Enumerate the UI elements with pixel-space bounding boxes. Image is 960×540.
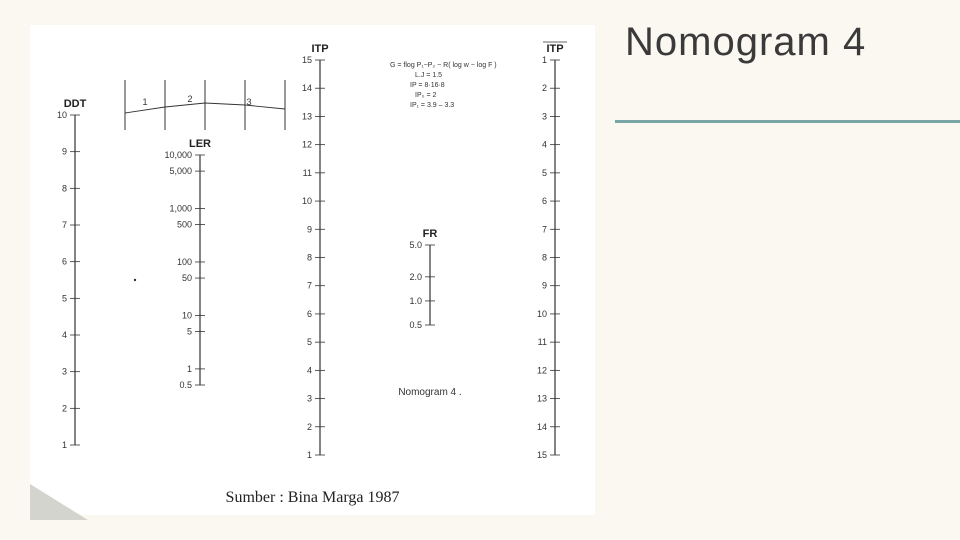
- svg-text:8: 8: [542, 253, 547, 263]
- svg-text:G = flog P₁−P₂ − R( log w − lo: G = flog P₁−P₂ − R( log w − log F ): [390, 62, 497, 69]
- svg-text:4: 4: [307, 365, 312, 375]
- svg-text:0.5: 0.5: [179, 380, 192, 390]
- svg-text:50: 50: [182, 273, 192, 283]
- svg-text:5: 5: [62, 293, 67, 303]
- svg-text:14: 14: [537, 422, 547, 432]
- svg-text:6: 6: [307, 309, 312, 319]
- svg-text:5.0: 5.0: [409, 240, 422, 250]
- svg-text:1: 1: [307, 450, 312, 460]
- svg-text:IP = 8·16·8: IP = 8·16·8: [410, 82, 445, 89]
- svg-text:LER: LER: [189, 138, 211, 150]
- svg-text:2: 2: [187, 94, 192, 104]
- svg-text:500: 500: [177, 220, 192, 230]
- svg-text:DDT: DDT: [64, 98, 87, 110]
- svg-text:15: 15: [537, 450, 547, 460]
- svg-text:12: 12: [302, 140, 312, 150]
- svg-text:9: 9: [542, 281, 547, 291]
- svg-text:Nomogram 4 .: Nomogram 4 .: [398, 387, 461, 398]
- svg-text:1,000: 1,000: [169, 203, 192, 213]
- nomogram-figure: DDT10987654321LER10,0005,0001,0005001005…: [30, 25, 595, 515]
- svg-text:14: 14: [302, 83, 312, 93]
- svg-text:3: 3: [542, 111, 547, 121]
- svg-text:7: 7: [542, 224, 547, 234]
- svg-text:1: 1: [187, 364, 192, 374]
- svg-text:8: 8: [62, 183, 67, 193]
- svg-text:10: 10: [57, 110, 67, 120]
- slide: DDT10987654321LER10,0005,0001,0005001005…: [0, 0, 960, 540]
- svg-text:0.5: 0.5: [409, 320, 422, 330]
- svg-text:9: 9: [62, 147, 67, 157]
- title-area: Nomogram 4: [615, 20, 945, 123]
- svg-text:5: 5: [542, 168, 547, 178]
- svg-text:ITP: ITP: [311, 43, 328, 55]
- svg-text:2: 2: [307, 422, 312, 432]
- svg-text:L.J = 1.5: L.J = 1.5: [415, 72, 442, 79]
- svg-text:5,000: 5,000: [169, 166, 192, 176]
- svg-text:2: 2: [62, 403, 67, 413]
- svg-text:ITP: ITP: [546, 43, 563, 55]
- svg-text:4: 4: [542, 140, 547, 150]
- svg-text:8: 8: [307, 253, 312, 263]
- svg-text:12: 12: [537, 365, 547, 375]
- svg-text:11: 11: [538, 337, 547, 347]
- svg-text:IP₁ = 3.9 – 3.3: IP₁ = 3.9 – 3.3: [410, 102, 454, 109]
- svg-text:9: 9: [307, 224, 312, 234]
- svg-text:7: 7: [62, 220, 67, 230]
- svg-text:2: 2: [542, 83, 547, 93]
- svg-text:4: 4: [62, 330, 67, 340]
- page-corner-fold: [30, 484, 88, 520]
- svg-text:IP₀ = 2: IP₀ = 2: [415, 92, 436, 99]
- figure-caption: Sumber : Bina Marga 1987: [30, 489, 595, 507]
- svg-text:FR: FR: [423, 228, 438, 240]
- svg-text:3: 3: [62, 367, 67, 377]
- svg-text:6: 6: [62, 257, 67, 267]
- page-title: Nomogram 4: [615, 20, 945, 65]
- title-underline: [615, 120, 960, 123]
- svg-text:3: 3: [307, 394, 312, 404]
- svg-text:11: 11: [303, 168, 312, 178]
- svg-text:10: 10: [537, 309, 547, 319]
- nomogram-svg: DDT10987654321LER10,0005,0001,0005001005…: [30, 25, 595, 515]
- svg-text:13: 13: [302, 111, 312, 121]
- svg-text:10: 10: [182, 310, 192, 320]
- svg-text:2.0: 2.0: [409, 272, 422, 282]
- svg-text:1: 1: [542, 55, 547, 65]
- svg-text:13: 13: [537, 394, 547, 404]
- svg-text:1.0: 1.0: [409, 296, 422, 306]
- svg-text:10,000: 10,000: [164, 150, 192, 160]
- svg-text:1: 1: [62, 440, 67, 450]
- svg-text:10: 10: [302, 196, 312, 206]
- svg-text:6: 6: [542, 196, 547, 206]
- svg-text:100: 100: [177, 257, 192, 267]
- svg-text:5: 5: [187, 327, 192, 337]
- svg-text:7: 7: [307, 281, 312, 291]
- svg-text:1: 1: [142, 97, 147, 107]
- svg-text:5: 5: [307, 337, 312, 347]
- svg-text:15: 15: [302, 55, 312, 65]
